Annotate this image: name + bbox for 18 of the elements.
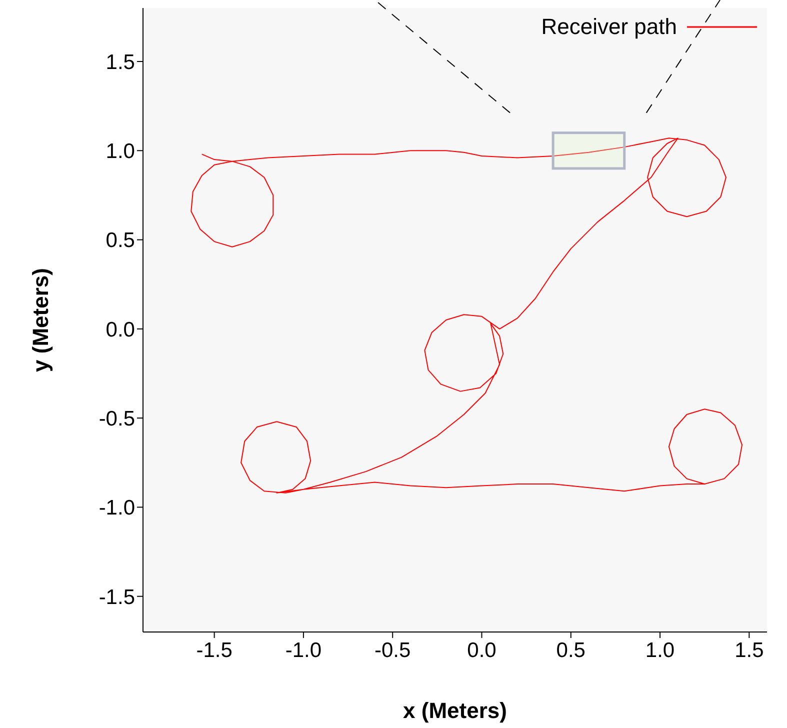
x-tick-label: -1.5	[196, 638, 232, 662]
y-tick-label: 1.5	[106, 50, 135, 74]
y-tick-label: -1.5	[98, 586, 135, 609]
x-tick-label: 1.0	[645, 638, 675, 662]
x-tick-label: 1.5	[734, 638, 764, 662]
y-tick-label: -1.0	[98, 496, 135, 520]
x-tick-label: 0.5	[556, 638, 586, 662]
x-tick-label: 0.0	[467, 638, 496, 662]
x-tick-label: -0.5	[374, 638, 411, 662]
line-series	[190, 138, 743, 494]
y-tick-label: -0.5	[98, 408, 135, 431]
y-tick-label: 0.0	[106, 318, 135, 342]
x-axis-title: x (Meters)	[403, 698, 507, 723]
y-tick-label: 0.5	[106, 229, 135, 252]
y-tick-label: 1.0	[106, 140, 135, 164]
x-tick-label: -1.0	[285, 638, 322, 662]
legend-label: Receiver path	[541, 14, 677, 40]
y-axis-title: y (Meters)	[28, 268, 53, 372]
